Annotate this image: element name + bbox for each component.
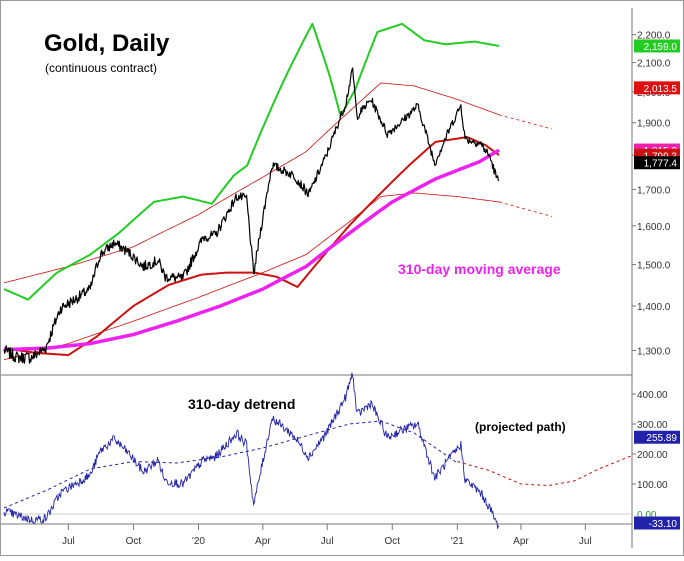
chart-title: Gold, Daily [44,30,170,57]
x-tick-label: '20 [192,536,205,547]
x-tick-label: '21 [451,536,464,547]
series-layer [3,22,633,529]
x-tick-label: Apr [255,536,271,547]
x-tick-label: Oct [384,536,400,547]
detrend-end-value-label: 255.89 [646,433,677,444]
detrend-end-value-label-bg [634,516,680,530]
detrend-title: 310-day detrend [188,396,295,412]
x-tick-label: Jul [62,536,75,547]
x-tick-label: Oct [126,536,142,547]
x-tick-label: Jul [579,536,592,547]
channel-upper-line [3,82,500,284]
detrend-line-detrend [3,372,500,529]
channel-lower-line [3,192,500,361]
series-line-moving-average-310 [4,148,501,352]
detrend-line-detrend-smoothed [3,420,458,509]
moving-average-annotation: 310-day moving average [398,261,561,277]
detrend-y-tick-label: 100.00 [637,480,668,491]
y-tick-label: 2,100.0 [637,59,671,70]
detrend-end-value-label-bg [634,430,680,444]
projected-path-annotation: (projected path) [475,420,566,434]
end-value-label: 2,013.5 [644,84,678,95]
chart-subtitle: (continuous contract) [45,61,157,75]
detrend-y-tick-label: 200.00 [637,450,668,461]
detrend-zero-label: 0.00 [637,510,657,521]
end-value-label-bg [634,156,680,170]
tick-marks [1,34,636,530]
y-tick-label: 1,400.0 [637,302,671,313]
series-line-cycle-band-upper [3,22,500,301]
y-tick-label: 1,500.0 [637,261,671,272]
label-layer: 1,300.01,400.01,500.01,600.01,700.01,800… [62,31,680,547]
end-value-label-bg [634,81,680,95]
x-tick-label: Jul [321,536,334,547]
end-value-label: 2,159.0 [644,42,678,53]
y-tick-label: 1,300.0 [637,346,671,357]
y-tick-label: 1,600.0 [637,222,671,233]
series-line-price [3,67,500,364]
detrend-end-value-label: -33.10 [649,519,678,530]
detrend-line-projected-path [457,455,633,487]
y-tick-label: 2,200.0 [637,31,671,42]
detrend-y-tick-label: 300.00 [637,420,668,431]
x-tick-label: Apr [513,536,529,547]
y-tick-label: 1,700.0 [637,185,671,196]
end-value-label-bg [634,39,680,53]
detrend-y-tick-label: 400.00 [637,390,668,401]
y-tick-label: 1,900.0 [637,119,671,130]
end-value-label: 1,777.4 [644,159,678,170]
